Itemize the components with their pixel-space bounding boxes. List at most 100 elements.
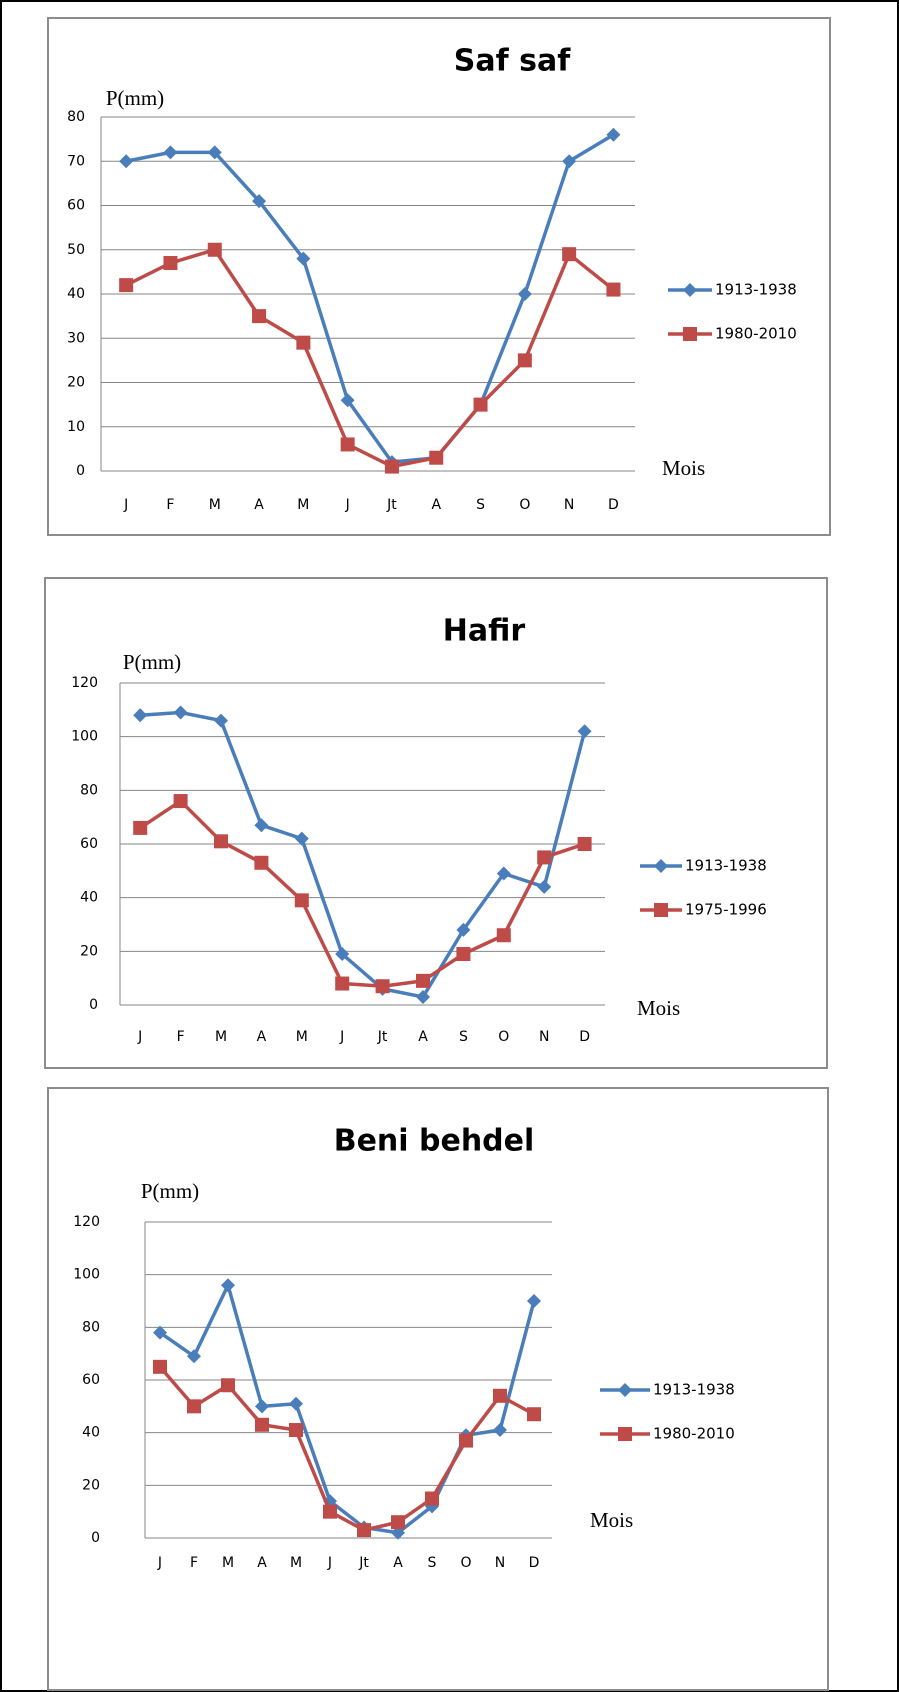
x-tick-label: M (290, 1555, 302, 1571)
data-point (562, 154, 577, 169)
y-tick-label: 0 (91, 1530, 100, 1546)
x-tick-label: M (215, 1029, 227, 1045)
data-point (496, 928, 511, 943)
chart-title: Beni behdel (334, 1124, 535, 1159)
data-point (493, 1388, 507, 1403)
x-tick-label: O (460, 1555, 471, 1571)
data-point (221, 1378, 235, 1393)
data-point (289, 1396, 303, 1411)
y-tick-label: 10 (67, 419, 85, 435)
x-tick-label: O (498, 1029, 509, 1045)
series-line (125, 133, 615, 464)
data-point (119, 278, 134, 293)
series-line (140, 710, 587, 999)
x-axis-label: Mois (637, 996, 680, 1020)
data-point (527, 1407, 541, 1422)
y-tick-label: 0 (76, 463, 85, 479)
data-point (562, 247, 577, 262)
x-axis-label: Mois (590, 1508, 633, 1532)
y-tick-label: 100 (73, 1267, 100, 1283)
data-point (391, 1525, 405, 1540)
data-point (577, 837, 592, 851)
data-point (459, 1433, 473, 1448)
data-point (340, 393, 355, 408)
y-tick-label: 70 (67, 153, 85, 169)
data-point (294, 893, 309, 908)
x-tick-label: A (393, 1555, 403, 1571)
x-tick-label: F (177, 1029, 185, 1045)
chart-frame (44, 577, 828, 1069)
data-point (456, 922, 471, 937)
x-tick-label: J (339, 1029, 344, 1045)
y-tick-label: 40 (82, 1425, 100, 1441)
legend-marker (618, 1383, 632, 1397)
y-tick-label: 80 (67, 109, 85, 125)
x-tick-label: A (257, 1029, 267, 1045)
data-point (207, 242, 222, 257)
data-point (214, 834, 228, 849)
data-point (335, 976, 350, 991)
legend-label: 1913-1938 (715, 281, 797, 299)
x-tick-label: J (123, 497, 128, 513)
data-point (473, 397, 488, 412)
x-tick-label: J (345, 497, 350, 513)
data-point (517, 287, 532, 301)
chart-title: Hafir (443, 614, 526, 649)
legend-marker (654, 859, 668, 873)
x-tick-label: O (519, 497, 530, 513)
chart-title: Saf saf (454, 44, 571, 79)
x-tick-label: F (166, 497, 174, 513)
data-point (133, 708, 148, 723)
data-point (537, 879, 552, 894)
y-axis-label: P(mm) (106, 86, 164, 110)
data-point (606, 127, 621, 142)
legend-marker (654, 903, 668, 917)
data-point (391, 1515, 405, 1530)
legend-label: 1980-2010 (653, 1425, 735, 1443)
y-tick-label: 120 (73, 1214, 100, 1230)
data-point (187, 1399, 201, 1414)
data-point (425, 1491, 439, 1506)
data-point (187, 1349, 201, 1364)
data-point (153, 1325, 167, 1340)
x-tick-label: J (327, 1555, 332, 1571)
x-tick-label: Jt (358, 1555, 369, 1571)
data-point (493, 1423, 507, 1438)
data-point (153, 1359, 167, 1374)
y-tick-label: 60 (80, 836, 98, 852)
x-tick-label: S (428, 1555, 437, 1571)
x-tick-label: S (476, 497, 485, 513)
data-point (214, 713, 228, 728)
series-line (125, 248, 615, 469)
y-tick-label: 20 (80, 943, 98, 959)
data-point (456, 947, 471, 962)
y-tick-label: 0 (89, 997, 98, 1013)
x-tick-label: M (296, 1029, 308, 1045)
x-tick-label: D (579, 1029, 590, 1045)
data-point (173, 794, 188, 809)
legend-marker (683, 327, 697, 341)
data-point (254, 818, 269, 833)
legend-marker (683, 283, 697, 297)
data-point (221, 1278, 235, 1293)
data-point (289, 1423, 303, 1438)
y-tick-label: 60 (67, 198, 85, 214)
x-tick-label: M (297, 497, 309, 513)
x-tick-label: A (257, 1555, 267, 1571)
y-tick-label: 40 (67, 286, 85, 302)
x-tick-label: A (418, 1029, 428, 1045)
data-point (173, 705, 188, 720)
x-tick-label: D (529, 1555, 540, 1571)
data-point (207, 145, 222, 160)
y-axis-label: P(mm) (141, 1179, 199, 1203)
data-point (254, 855, 269, 870)
x-tick-label: A (431, 497, 441, 513)
y-tick-label: 40 (80, 890, 98, 906)
x-tick-label: N (564, 497, 574, 513)
y-tick-label: 30 (67, 330, 85, 346)
y-tick-label: 20 (82, 1477, 100, 1493)
data-point (252, 194, 267, 209)
x-tick-label: Jt (377, 1029, 388, 1045)
data-point (296, 335, 311, 350)
